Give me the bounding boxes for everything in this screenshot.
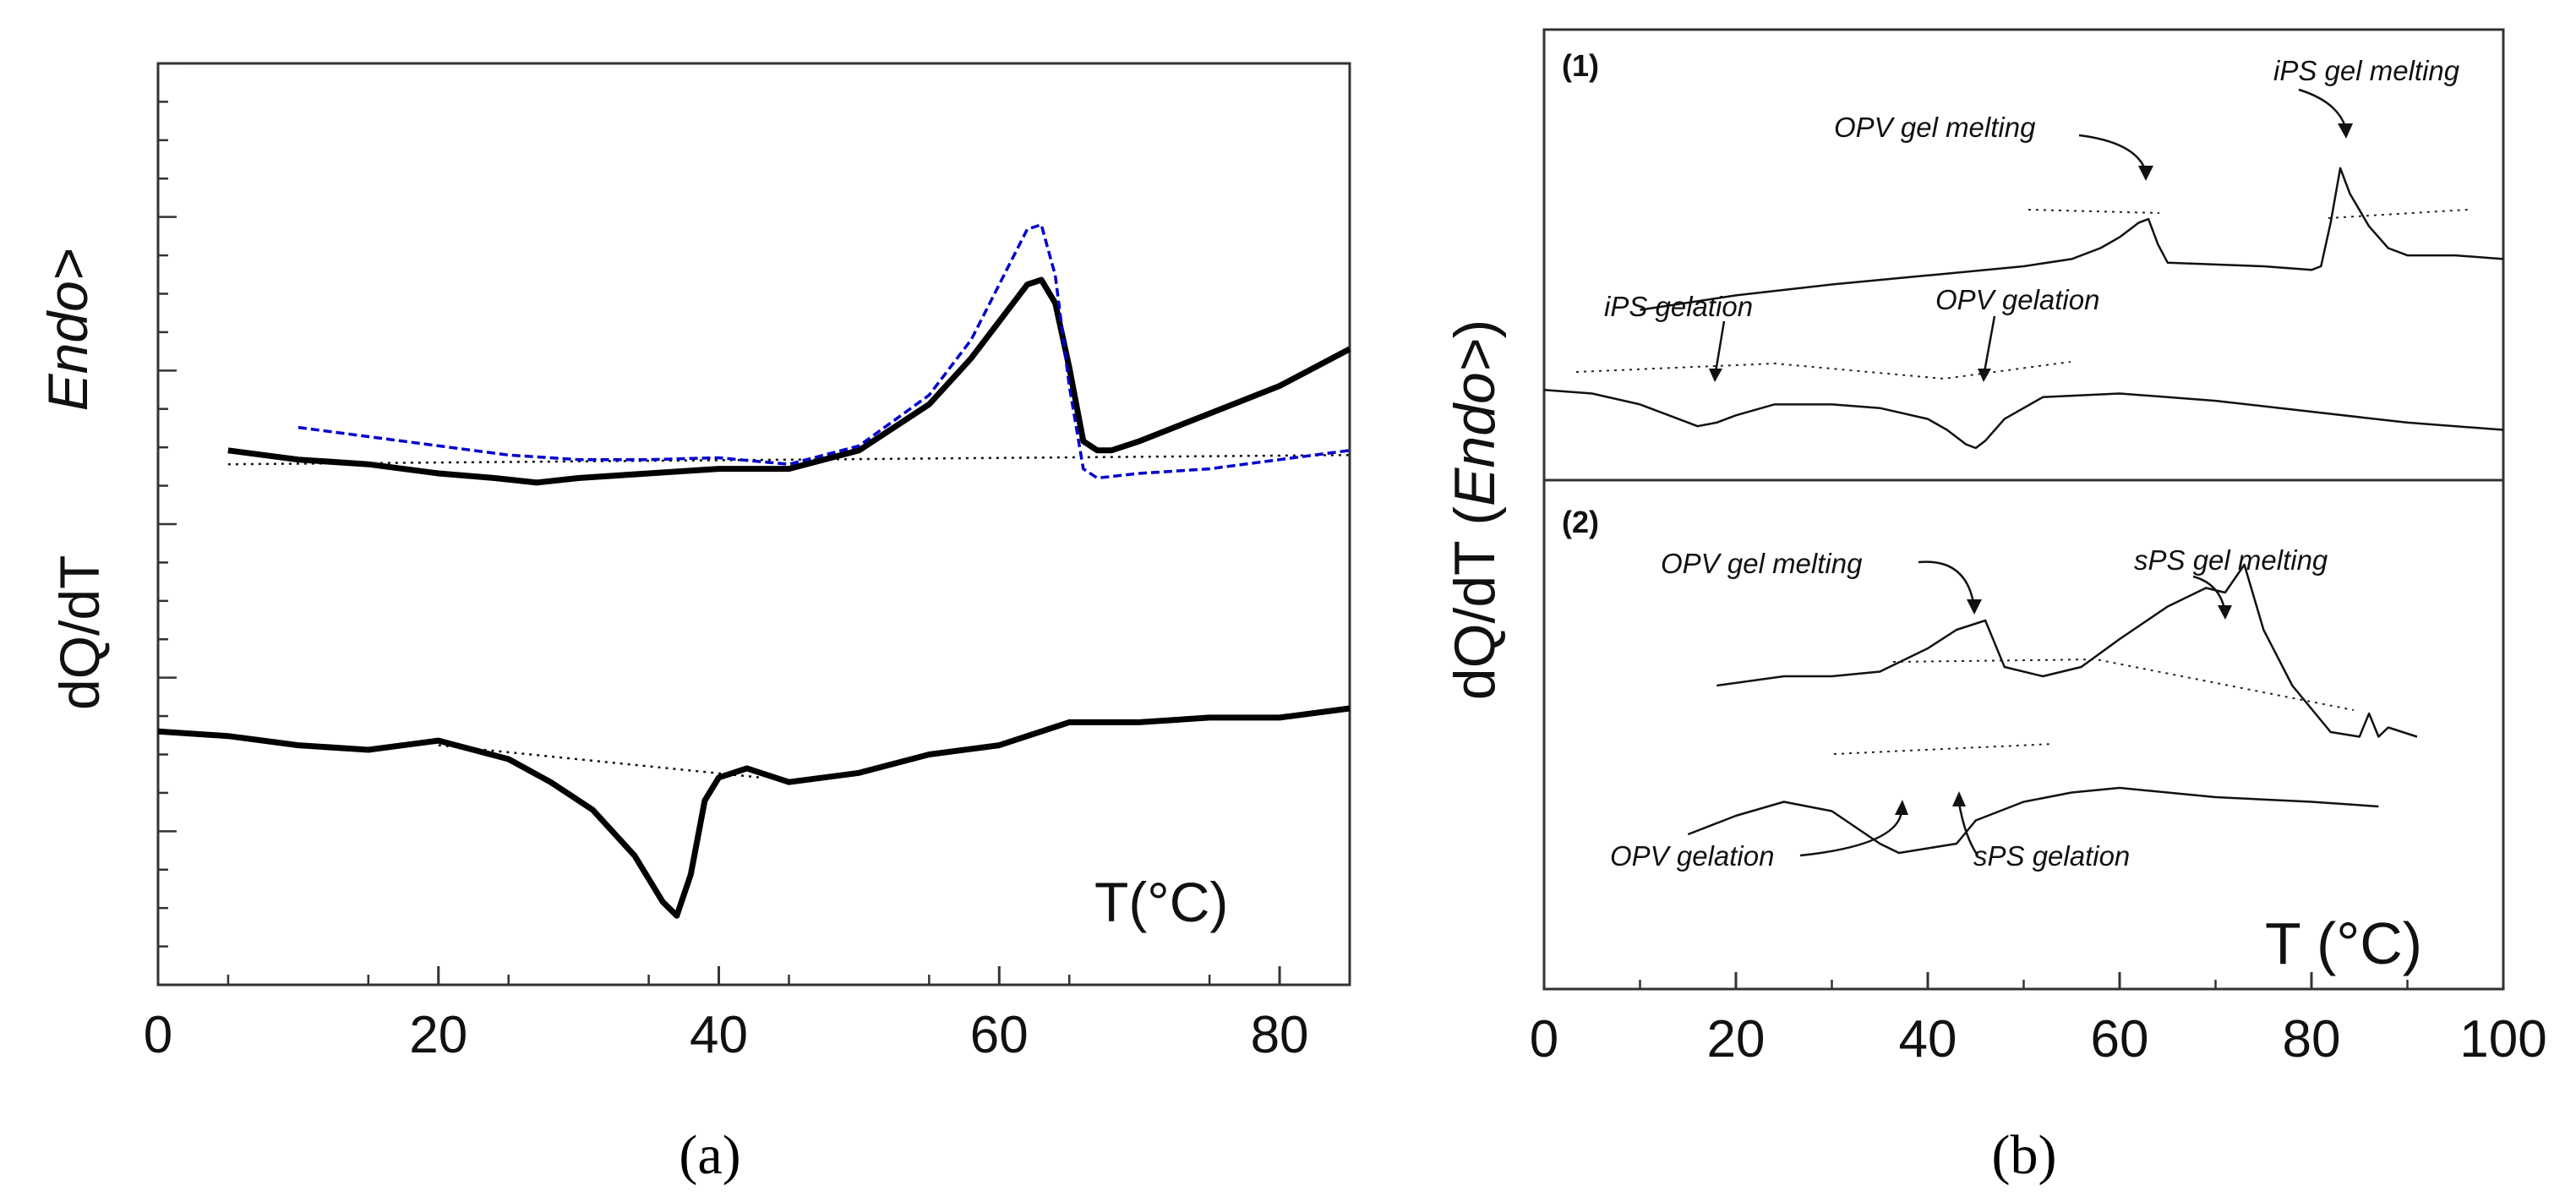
annotation-sps-gel-melting: sPS gel melting [2134,544,2328,576]
annotation-sps-gelation: sPS gelation [1973,840,2130,872]
chart-b-x-tick-labels: 0 20 40 60 80 100 [1530,1010,2547,1069]
b-x-tick-label: 100 [2459,1010,2546,1069]
chart-a-ylabel: dQ/dT [48,555,111,710]
chart-b-baselines [1575,209,2469,755]
annotation-ips-gel-melting: iPS gel melting [2273,55,2460,86]
arrow-opv-gelation-1 [1983,315,1996,373]
b1-series-line-2 [1543,388,2504,450]
a-series-line-3 [157,705,1351,919]
arrowhead-sps-gelation [1952,791,1966,806]
chart-b-ylabel-prefix: dQ/dT ( [1443,506,1507,701]
a-baseline-1 [227,454,1351,466]
panel-b-label: (b) [1992,1124,2057,1186]
panel-a-label: (a) [679,1124,740,1186]
subplot-1-label: (1) [1562,48,1599,83]
chart-b-ylabel: dQ/dT (Endo>) [1443,320,1507,700]
arrowhead-opv-gelation-1 [1978,369,1991,382]
annotation-opv-gel-melting-1: OPV gel melting [1834,112,2036,143]
arrow-sps-gel-melting [2192,575,2226,609]
subplot-2-label: (2) [1562,505,1599,539]
arrow-opv-gel-melting-2 [1918,560,1975,604]
a-series-line-2 [297,223,1351,480]
chart-a-ticks [156,62,1281,987]
arrow-opv-gel-melting-1 [2078,134,2147,170]
b-x-tick-label: 60 [2091,1010,2149,1069]
chart-b: 0 20 40 60 80 100 (1) (2) OPV gel melting iPS… [1443,28,2547,1069]
b-x-tick-label: 40 [1899,1010,1957,1069]
arrowhead-opv-gelation-2 [1895,800,1908,815]
a-series-line-1 [227,276,1351,486]
b2-series-line-2 [1687,786,2379,855]
chart-b-arrows [1714,88,2347,857]
chart-a-ylabel-endo: Endo> [36,249,99,412]
a-baseline-2 [438,744,761,779]
chart-b-xlabel: T (°C) [2265,910,2422,976]
arrow-sps-gelation [1957,802,1979,856]
arrow-ips-gelation [1714,320,1726,373]
chart-a-x-tick-labels: 0 20 40 60 80 [144,1006,1309,1064]
annotation-opv-gelation-2: OPV gelation [1610,840,1774,872]
chart-a-xlabel: T(°C) [1094,871,1228,933]
baseline-1-heat [2028,209,2160,214]
chart-b-ylabel-endo: Endo> [1443,338,1507,506]
chart-b-ticks [1542,972,2505,989]
chart-a-baselines [227,454,1351,779]
annotation-opv-gelation-1: OPV gelation [1935,284,2099,315]
a-x-tick-label: 60 [970,1006,1029,1064]
arrow-ips-gel-melting [2298,88,2347,128]
b-x-tick-label: 0 [1530,1010,1558,1069]
arrowhead-opv-gel-melting-2 [1967,599,1982,615]
baseline-2-heat [1892,658,2355,711]
annotation-opv-gel-melting-2: OPV gel melting [1661,548,1863,579]
b-x-tick-label: 80 [2283,1010,2341,1069]
annotation-ips-gelation: iPS gelation [1604,291,1753,322]
a-x-tick-label: 20 [409,1006,467,1064]
arrowhead-ips-gel-melting [2338,123,2353,139]
chart-a: 0 20 40 60 80 dQ/dT Endo> T(°C) [36,62,1351,1064]
baseline-1-cool [1575,361,2071,380]
chart-b-ylabel-suffix: ) [1443,320,1507,339]
arrowhead-ips-gelation [1709,369,1722,382]
baseline-1-heat-ips [2328,209,2469,219]
arrowhead-opv-gel-melting-1 [2138,166,2153,181]
chart-a-frame [156,62,1351,987]
a-x-tick-label: 80 [1251,1006,1309,1064]
baseline-2-cool [1833,743,2055,755]
a-x-tick-label: 40 [690,1006,748,1064]
b-x-tick-label: 20 [1707,1010,1766,1069]
b2-series-line-1 [1716,563,2418,738]
a-x-tick-label: 0 [144,1006,172,1064]
chart-a-series [157,223,1351,919]
arrowhead-sps-gel-melting [2218,605,2232,620]
b1-series-line-1 [1640,167,2504,311]
arrow-opv-gelation-2 [1799,811,1903,857]
chart-b-series [1543,167,2504,855]
chart-b-arrowheads [1709,123,2353,815]
